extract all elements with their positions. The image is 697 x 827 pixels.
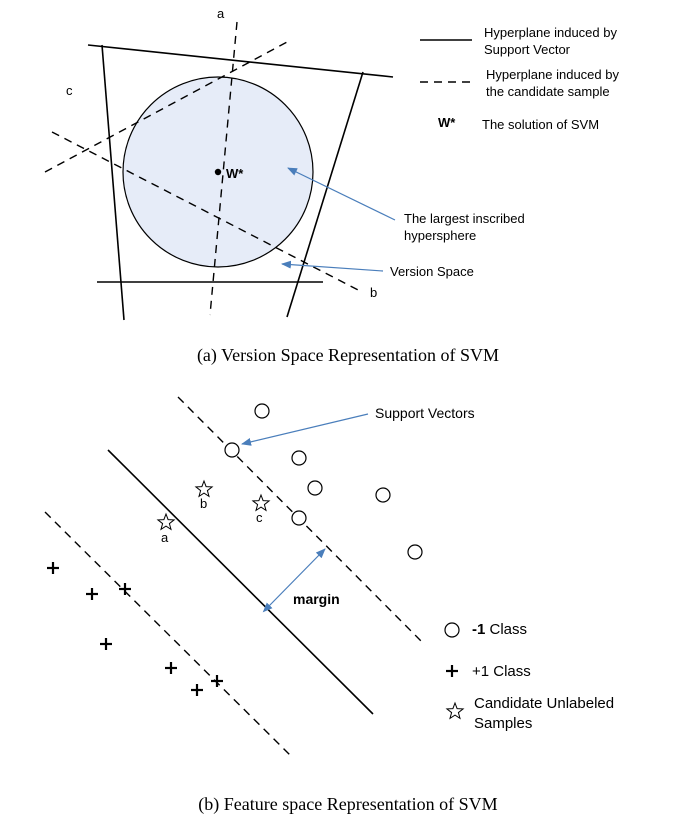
margin-arrow — [262, 548, 326, 613]
candidate-star-a — [156, 512, 176, 531]
candidate-label-a: a — [161, 530, 169, 545]
neg-class-point — [375, 487, 391, 503]
caption-b: (b) Feature space Representation of SVM — [198, 794, 497, 815]
annotation-hypersphere-2: hypersphere — [404, 228, 476, 243]
pos-class-point — [191, 684, 203, 696]
legend-pos-class-label: +1 Class — [472, 663, 531, 680]
neg-class-point — [254, 403, 270, 419]
legend-candidate-star-icon — [445, 701, 465, 720]
candidate-hyperplane-c — [44, 41, 288, 173]
candidate-star-c — [251, 493, 271, 512]
legend-dashed-line-label-1: Hyperplane induced by — [486, 67, 619, 82]
margin-label: margin — [293, 591, 340, 607]
panel-a: W* a b c Hyperplane induced by Support V… — [44, 6, 619, 366]
arrow-hypersphere — [287, 167, 396, 221]
panel-b: margin Support Vectors a b c -1 Class — [44, 396, 614, 815]
legend-neg-class-word: Class — [490, 621, 528, 638]
arrow-version-space — [281, 260, 384, 272]
legend-a: Hyperplane induced by Support Vector Hyp… — [420, 25, 619, 132]
support-vector-hyperplane-right — [286, 71, 364, 318]
caption-a: (a) Version Space Representation of SVM — [197, 345, 499, 366]
legend-neg-class-label: -1 Class — [472, 621, 527, 638]
lower-margin-boundary — [44, 511, 293, 758]
pos-class-point — [119, 583, 131, 595]
legend-pos-class-icon — [446, 665, 458, 677]
legend-candidate-label-1: Candidate Unlabeled — [474, 695, 614, 712]
legend-solid-line-label-1: Hyperplane induced by — [484, 25, 617, 40]
neg-class-point — [291, 510, 307, 526]
pos-class-point — [165, 662, 177, 674]
annotation-version-space: Version Space — [390, 264, 474, 279]
support-vector-point — [224, 442, 240, 458]
candidate-star-b — [194, 479, 214, 498]
neg-class-point — [291, 450, 307, 466]
neg-class-point — [307, 480, 323, 496]
arrow-support-vectors — [241, 413, 369, 446]
legend-dashed-line-label-2: the candidate sample — [486, 84, 610, 99]
label-c: c — [66, 83, 73, 98]
w-star-label: W* — [226, 166, 244, 181]
neg-class-point — [407, 544, 423, 560]
support-vector-hyperplane-left — [101, 44, 125, 321]
annotation-hypersphere-1: The largest inscribed — [404, 211, 525, 226]
legend-neg-class-value: -1 — [472, 621, 485, 638]
pos-class-point — [100, 638, 112, 650]
svm-decision-boundary — [107, 449, 374, 715]
pos-class-point — [86, 588, 98, 600]
label-a: a — [217, 6, 225, 21]
legend-w-label: The solution of SVM — [482, 117, 599, 132]
legend-b: -1 Class +1 Class Candidate Unlabeled Sa… — [444, 621, 614, 732]
legend-neg-class-icon — [444, 622, 460, 638]
legend-candidate-label-2: Samples — [474, 715, 532, 732]
w-star-point — [214, 168, 222, 176]
pos-class-point — [47, 562, 59, 574]
candidate-hyperplane-b — [51, 131, 363, 293]
legend-solid-line-label-2: Support Vector — [484, 42, 571, 57]
support-vectors-label: Support Vectors — [375, 405, 475, 421]
pos-class-point — [211, 675, 223, 687]
legend-w-symbol: W* — [438, 115, 456, 130]
label-b: b — [370, 285, 377, 300]
candidate-label-b: b — [200, 496, 207, 511]
candidate-label-c: c — [256, 510, 263, 525]
support-vector-hyperplane-top — [87, 44, 394, 78]
